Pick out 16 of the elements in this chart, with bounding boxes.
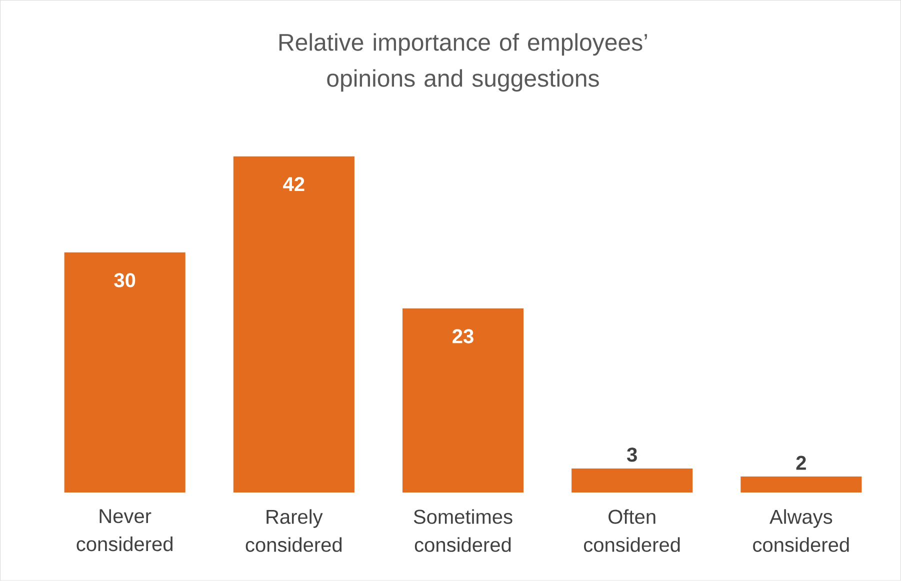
data-label: 30 bbox=[114, 273, 136, 288]
data-label: 3 bbox=[626, 448, 637, 462]
bar bbox=[740, 476, 862, 493]
bar bbox=[572, 468, 693, 493]
bar bbox=[64, 252, 186, 493]
bar bbox=[233, 156, 354, 493]
data-label: 42 bbox=[283, 177, 304, 192]
data-label: 23 bbox=[452, 329, 474, 344]
x-tick-label: Often considered bbox=[584, 509, 680, 552]
x-tick-label: Never considered bbox=[76, 509, 172, 552]
bar bbox=[402, 308, 524, 493]
x-tick-label: Sometimes considered bbox=[414, 509, 512, 552]
x-tick-label: Always considered bbox=[753, 509, 849, 552]
chart-title: Relative importance of employees’ opinions and suggestions bbox=[279, 33, 647, 92]
x-tick-label: Rarely considered bbox=[246, 509, 342, 552]
data-label: 2 bbox=[796, 456, 806, 470]
